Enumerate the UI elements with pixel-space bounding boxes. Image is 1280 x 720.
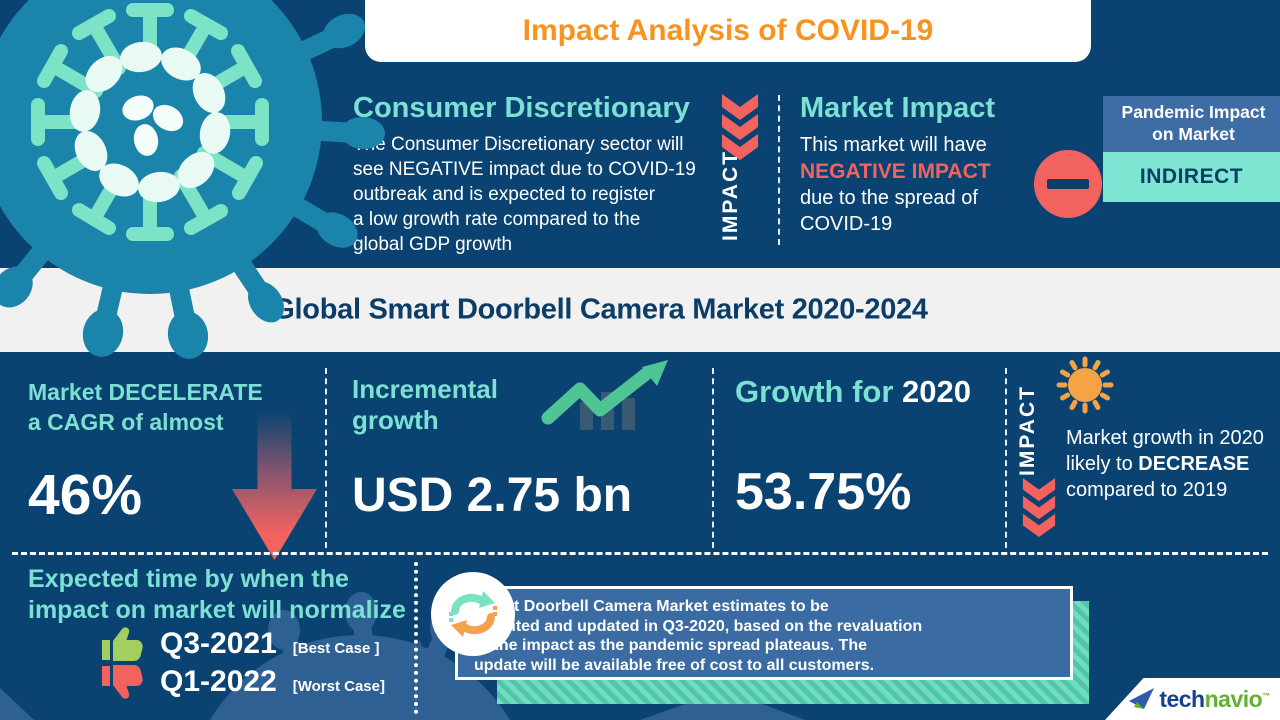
indirect-badge: INDIRECT [1103,152,1280,202]
market-impact-highlight: NEGATIVE IMPACT [800,160,991,183]
corner-triangle-decor [0,688,34,720]
growth-chart-icon [541,360,668,430]
best-case-note: [Best Case ] [292,639,380,657]
banner-title: Impact Analysis of COVID-19 [522,14,934,47]
title-band [0,268,1280,352]
normalize-heading: Expected time by when the impact on mark… [28,565,406,625]
dotted-divider [414,562,418,714]
virus-icon [1056,356,1114,414]
down-chevrons-icon [722,94,758,160]
impact-2020-text: Market growth in 2020 likely to DECREASE… [1066,425,1276,503]
impact-vertical-label: IMPACT [1016,385,1039,476]
growth-2020-label: Growth for 2020 [735,374,971,410]
technavio-wordmark: technavio™ [1159,685,1270,712]
best-case-value: Q3-2021 [160,627,277,660]
incremental-growth-label: Incremental growth [352,374,498,435]
horizontal-dashed-divider [12,552,1268,555]
market-impact-heading: Market Impact [800,92,996,124]
worst-case-row: Q1-2022 [Worst Case] [100,663,385,701]
down-chevrons-icon [1022,478,1056,537]
market-impact-line2: due to the spread of COVID-19 [800,187,978,236]
cagr-label: Market DECELERATE a CAGR of almost [28,379,263,435]
thumbs-down-icon [102,665,143,699]
best-case-row: Q3-2021 [Best Case ] [100,625,379,663]
stats-divider [1005,368,1007,548]
growth-label-teal: Growth for [735,374,903,409]
refresh-icon [449,591,497,637]
coronavirus-illustration-icon [0,0,385,359]
background-virus-silhouette [209,592,805,720]
growth-label-year: 2020 [902,374,972,409]
impact-text-highlight: DECREASE [1138,453,1250,475]
technavio-arrow-icon [1129,688,1155,709]
worst-case-note: [Worst Case] [292,677,385,695]
refresh-circle [431,572,515,656]
stats-divider [712,368,714,548]
banner: Impact Analysis of COVID-19 [365,0,1091,62]
worst-case-value: Q1-2022 [160,665,277,698]
impact-text-before: Market growth in 2020 likely to [1066,427,1264,475]
section-divider [778,95,780,245]
incremental-growth-value: USD 2.75 bn [352,469,633,522]
growth-2020-value: 53.75% [735,463,912,521]
market-title: Global Smart Doorbell Camera Market 2020… [272,293,928,326]
cagr-value: 46% [28,463,143,527]
consumer-heading: Consumer Discretionary [353,92,690,124]
update-note: Smart Doorbell Camera Market estimates t… [455,586,1073,680]
market-impact-section: Market Impact This market will have NEGA… [800,92,1025,237]
no-entry-icon [1034,150,1102,218]
thumbs-up-icon [102,627,143,661]
impact-text-after: compared to 2019 [1066,479,1228,501]
pandemic-impact-box: Pandemic Impact on Market [1103,96,1280,152]
technavio-logo: technavio™ [1105,678,1280,720]
market-impact-line1: This market will have [800,134,987,156]
stats-divider [325,368,327,548]
